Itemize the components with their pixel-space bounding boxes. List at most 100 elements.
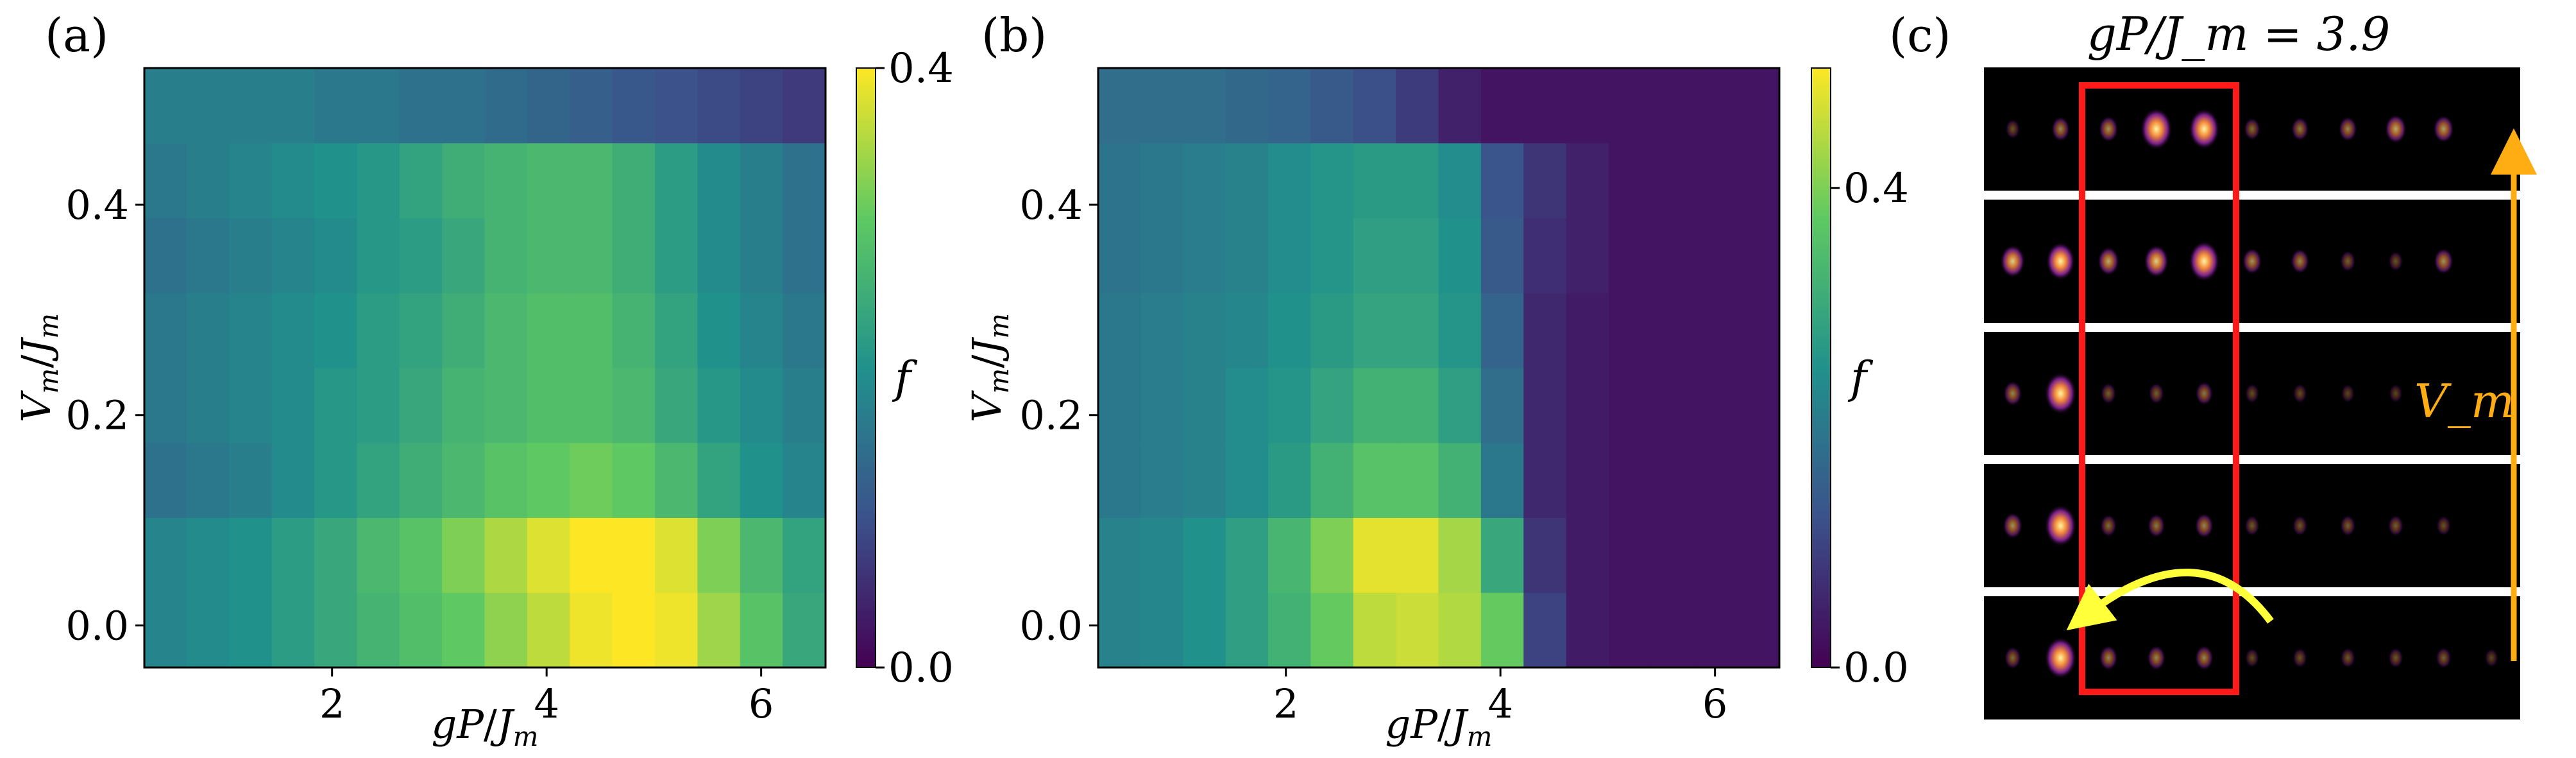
heatmap-cell (1480, 442, 1525, 518)
panel-a: (a) 2 4 6 0.0 0.2 0.4 gP/Jm Vm/Jm 0.0 0.4 f (13, 8, 954, 752)
panel-c: (c) gP/J_m = 3.9 V_m (1889, 7, 2537, 719)
density-spot (2046, 242, 2076, 280)
density-spot (2341, 384, 2355, 403)
heatmap-cell (1268, 142, 1312, 218)
heatmap-cell (570, 142, 613, 218)
heatmap-cell (1268, 218, 1312, 293)
heatmap-cell (357, 292, 400, 368)
heatmap-cell (442, 218, 486, 293)
heatmap-cell (655, 142, 699, 218)
heatmap-cell (271, 367, 315, 444)
heatmap-cell (186, 442, 230, 518)
heatmap-cell (1438, 218, 1482, 293)
heatmap-cell (1396, 292, 1439, 368)
heatmap-cell (783, 67, 826, 144)
heatmap-cell (484, 218, 528, 293)
plot-frame-b (1097, 67, 1781, 669)
heatmap-cell (1438, 367, 1482, 444)
colorbar-label-a: f (892, 353, 918, 404)
heatmap-cell (186, 517, 230, 593)
density-spot (2388, 647, 2403, 669)
heatmap-cell (314, 292, 358, 368)
heatmap-cell (1693, 517, 1738, 593)
heatmap-cell (314, 442, 358, 518)
heatmap-cell (1566, 367, 1609, 444)
heatmap-cell (1396, 517, 1439, 593)
heatmap-cell (186, 218, 230, 293)
x-axis-label-b: gP/Jm (1385, 701, 1493, 752)
heatmap-cell (527, 517, 571, 593)
heatmap-cell (1353, 218, 1397, 293)
y-ticks-b: 0.0 0.2 0.4 (1019, 182, 1098, 649)
y-tick-label: 0.4 (65, 182, 129, 228)
heatmap-cell (740, 592, 784, 668)
heatmap-cell (442, 67, 486, 144)
x-ticks-b: 2 4 6 (1273, 668, 1727, 727)
heatmap-cell (1225, 67, 1269, 144)
density-spot (2292, 515, 2308, 537)
density-spot (2484, 648, 2499, 668)
heatmap-cell (1651, 367, 1695, 444)
transfer-arrow (2066, 569, 2274, 631)
heatmap-cell (399, 218, 443, 293)
heatmap-cell (186, 367, 230, 444)
heatmap-cell (527, 67, 571, 144)
heatmap-cell (740, 142, 784, 218)
y-tick-label: 0.2 (65, 392, 129, 439)
heatmap-cell (144, 142, 187, 218)
heatmap-cell (399, 67, 443, 144)
panel-c-label: (c) (1889, 8, 1951, 62)
heatmap-cell (229, 592, 273, 668)
heatmap-cell (612, 292, 656, 368)
heatmap-cell (144, 592, 187, 668)
heatmap-cell (1183, 67, 1226, 144)
density-spot (2244, 648, 2260, 668)
heatmap-cell (1693, 67, 1738, 144)
heatmap-cell (1523, 218, 1567, 293)
density-spot (2195, 381, 2214, 406)
heatmap-cell (1353, 67, 1397, 144)
heatmap-cell (484, 517, 528, 593)
y-tick-label: 0.0 (65, 602, 129, 649)
heatmap-cell (1097, 367, 1141, 444)
panel-b-label: (b) (981, 8, 1047, 62)
density-spot (2387, 515, 2404, 537)
heatmap-cell (1183, 442, 1226, 518)
heatmap-cell (1693, 142, 1738, 218)
heatmap-cell (271, 142, 315, 218)
heatmap-cell (697, 517, 741, 593)
heatmap-cell (570, 517, 613, 593)
heatmap-cell (484, 67, 528, 144)
density-spot (2290, 248, 2310, 274)
heatmap-cell (1140, 142, 1184, 218)
y-tick-label: 0.0 (1019, 602, 1083, 649)
heatmap-cell (655, 67, 699, 144)
heatmap-cell (697, 592, 741, 668)
heatmap-cell (740, 442, 784, 518)
heatmap-cell (1609, 517, 1652, 593)
density-spot (2389, 384, 2403, 403)
y-axis-label-a: Vm/Jm (13, 313, 64, 422)
heatmap-cell (442, 292, 486, 368)
panel-a-label: (a) (45, 8, 108, 62)
colorbar-tick-label: 0.0 (1843, 644, 1909, 692)
heatmap-cell (229, 67, 273, 144)
density-spot (2194, 513, 2214, 538)
heatmap-cell (612, 218, 656, 293)
heatmap-cell (442, 592, 486, 668)
heatmap-cell (697, 218, 741, 293)
colorbar-ticks-a: 0.0 0.4 (876, 45, 954, 692)
heatmap-cell (1523, 517, 1567, 593)
heatmap-cell (1651, 218, 1695, 293)
density-spot (2099, 514, 2117, 537)
heatmap-cell (570, 292, 613, 368)
heatmap-cell (1651, 592, 1695, 668)
density-spot (2004, 646, 2021, 669)
density-spot (2044, 504, 2077, 547)
heatmap-cell (442, 142, 486, 218)
density-spot (2433, 115, 2454, 143)
heatmap-cell (271, 292, 315, 368)
heatmap-cell (1566, 142, 1609, 218)
heatmap-cell (697, 367, 741, 444)
heatmap-cell (484, 592, 528, 668)
